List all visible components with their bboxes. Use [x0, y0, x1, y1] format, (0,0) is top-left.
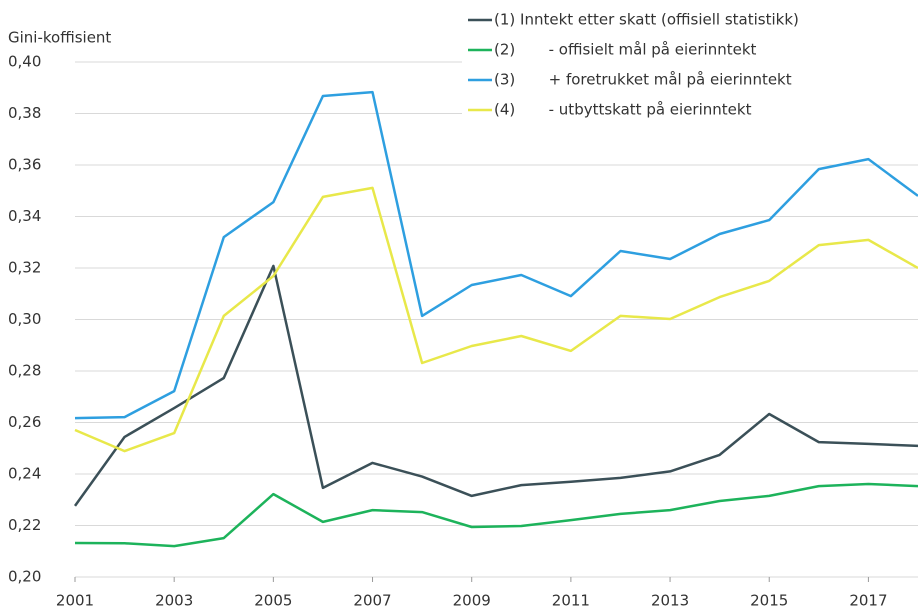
x-tick-label: 2009 [453, 592, 491, 610]
y-tick-label: 0,34 [8, 207, 41, 225]
x-tick-label: 2005 [254, 592, 292, 610]
y-tick-label: 0,40 [8, 53, 41, 71]
y-tick-label: 0,22 [8, 516, 41, 534]
x-tick-label: 2007 [353, 592, 391, 610]
y-tick-label: 0,26 [8, 413, 41, 431]
legend-label: (2) - offisielt mål på eierinntekt [494, 41, 757, 59]
line [73, 264, 918, 507]
y-axis-label: Gini-koffisient [8, 29, 111, 47]
x-tick-label: 2011 [552, 592, 590, 610]
legend-background [462, 4, 918, 128]
y-tick-label: 0,32 [8, 259, 41, 277]
x-tick-label: 2017 [849, 592, 887, 610]
y-tick-label: 0,28 [8, 362, 41, 380]
x-tick-label: 2003 [155, 592, 193, 610]
x-tick-label: 2015 [750, 592, 788, 610]
y-tick-label: 0,36 [8, 156, 41, 174]
line [74, 482, 918, 548]
y-tick-label: 0,20 [8, 568, 41, 586]
line [74, 186, 918, 453]
legend-label: (3) + foretrukket mål på eierinntekt [494, 71, 792, 89]
legend-label: (1) Inntekt etter skatt (offisiell stati… [494, 11, 799, 29]
y-tick-label: 0,30 [8, 310, 41, 328]
y-tick-label: 0,24 [8, 465, 41, 483]
x-tick-label: 2013 [651, 592, 689, 610]
x-tick-label: 2001 [56, 592, 94, 610]
y-tick-label: 0,38 [8, 104, 41, 122]
legend-label: (4) - utbyttskatt på eierinntekt [494, 101, 752, 119]
line [74, 90, 918, 420]
